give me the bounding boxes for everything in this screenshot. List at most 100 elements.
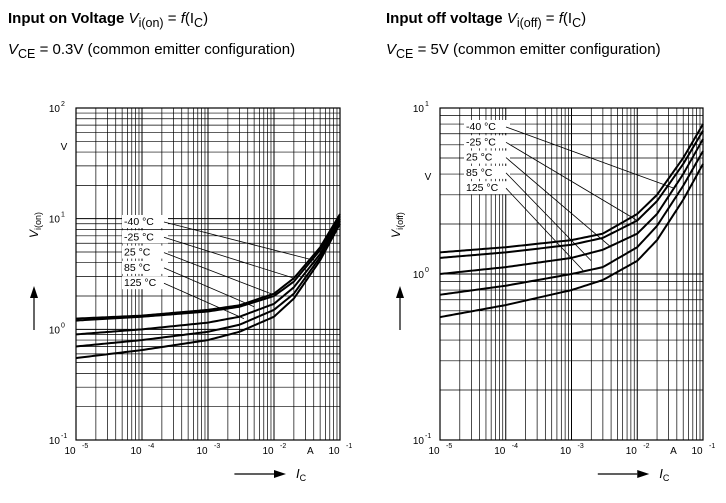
legend-label: 85 °C xyxy=(124,262,151,274)
y-tick-exponent: 0 xyxy=(61,322,65,329)
x-unit-label: A xyxy=(307,446,314,457)
x-axis-symbol: I xyxy=(296,466,300,481)
x-tick-label: 10 xyxy=(494,446,506,457)
title-arg-sub: C xyxy=(194,16,204,30)
cond-symbol: V xyxy=(8,41,19,58)
x-tick-exponent: -1 xyxy=(709,443,715,450)
y-tick-exponent: 1 xyxy=(425,101,429,108)
x-unit-label: A xyxy=(670,446,677,457)
cond-text: = 5V (common emitter configuration) xyxy=(417,41,661,58)
legend-label: 125 °C xyxy=(124,277,157,289)
legend-label-bg xyxy=(122,215,168,228)
y-tick-label: 10 xyxy=(413,270,425,281)
y-tick-label: 10 xyxy=(413,104,425,115)
y-axis-label: Vi(off) xyxy=(389,212,405,238)
legend-callout-line xyxy=(163,282,245,319)
legend-callout-line xyxy=(163,252,275,296)
y-tick-label: 10 xyxy=(413,436,425,447)
legend-label: -25 °C xyxy=(124,231,154,243)
x-tick-exponent: -5 xyxy=(82,443,88,450)
x-axis-symbol: I xyxy=(659,466,663,481)
y-tick-label: 10 xyxy=(49,325,61,336)
series-line-0 xyxy=(75,213,341,320)
legend-label: 25 °C xyxy=(466,152,493,164)
x-tick-exponent: -5 xyxy=(446,443,452,450)
title-symbol-sub: i(off) xyxy=(516,16,542,30)
y-tick-exponent: 1 xyxy=(61,212,65,219)
title-function: f xyxy=(180,10,185,27)
title-arg: (I xyxy=(562,10,573,27)
y-tick-label: 10 xyxy=(49,104,61,115)
title-arg: (I xyxy=(184,10,195,27)
x-tick-exponent: -4 xyxy=(148,443,154,450)
title-equals: = xyxy=(167,10,181,27)
y-tick-exponent: -1 xyxy=(425,433,431,440)
title-symbol-sub: i(on) xyxy=(138,16,164,30)
series-line-4 xyxy=(439,163,704,319)
x-tick-label: 10 xyxy=(64,446,76,457)
y-axis-arrowhead xyxy=(396,286,404,298)
x-tick-label: 10 xyxy=(626,446,638,457)
legend-label-bg xyxy=(464,165,510,179)
legend-label-bg xyxy=(122,260,168,274)
x-tick-label: 10 xyxy=(262,446,274,457)
title-symbol: V xyxy=(506,10,517,27)
legend-label-bg xyxy=(122,276,168,290)
x-tick-label: 10 xyxy=(428,446,440,457)
y-tick-exponent: 2 xyxy=(61,101,65,108)
x-axis-label: IC xyxy=(296,466,307,483)
title-bold: Input off voltage xyxy=(386,10,503,27)
x-axis-symbol-sub: C xyxy=(663,473,670,483)
legend-callout-line xyxy=(163,236,294,279)
legend-callout-line xyxy=(163,267,255,308)
series-line-3 xyxy=(439,150,704,296)
legend-label: 25 °C xyxy=(124,247,151,259)
chart-title-right: Input off voltage Vi(off) = f(IC) xyxy=(386,10,586,30)
x-tick-label: 10 xyxy=(328,446,340,457)
cond-symbol-sub: CE xyxy=(18,47,36,61)
title-function: f xyxy=(558,10,563,27)
grid xyxy=(75,108,340,441)
legend-label-bg xyxy=(464,135,510,149)
series-line-2 xyxy=(75,218,341,336)
x-axis-arrowhead xyxy=(274,470,286,478)
y-tick-exponent: -1 xyxy=(61,433,67,440)
legend-label-bg xyxy=(464,181,510,195)
y-axis-arrowhead xyxy=(30,286,38,298)
x-tick-label: 10 xyxy=(560,446,572,457)
y-unit-label: V xyxy=(425,172,432,183)
x-tick-label: 10 xyxy=(691,446,703,457)
x-tick-exponent: -2 xyxy=(280,443,286,450)
legend-label-bg xyxy=(122,230,168,244)
series-line-3 xyxy=(75,220,341,348)
title-bold: Input on Voltage xyxy=(8,10,125,27)
x-tick-exponent: -1 xyxy=(346,443,352,450)
x-axis-label: IC xyxy=(659,466,670,483)
y-tick-label: 10 xyxy=(49,215,61,226)
x-tick-exponent: -2 xyxy=(643,443,649,450)
x-tick-label: 10 xyxy=(196,446,208,457)
cond-text: = 0.3V (common emitter configuration) xyxy=(39,41,296,58)
legend-label: -40 °C xyxy=(124,216,154,228)
chart-title-left: Input on Voltage Vi(on) = f(IC) xyxy=(8,10,208,30)
plot-frame xyxy=(75,107,341,441)
title-equals: = xyxy=(545,10,559,27)
title-close: ) xyxy=(203,10,209,27)
legend-label-bg xyxy=(464,150,510,164)
legend-label: -25 °C xyxy=(466,136,496,148)
y-axis-symbol-sub: i(on) xyxy=(33,212,43,230)
x-axis-arrowhead xyxy=(637,470,650,478)
legend-label: 85 °C xyxy=(466,167,493,179)
title-symbol: V xyxy=(128,10,139,27)
series-line-1 xyxy=(75,215,341,322)
legend-label-bg xyxy=(464,120,510,133)
y-tick-label: 10 xyxy=(49,436,61,447)
legend-callout-line xyxy=(505,172,592,262)
cond-symbol-sub: CE xyxy=(396,47,414,61)
legend-callout-line xyxy=(505,157,612,248)
x-tick-exponent: -3 xyxy=(214,443,220,450)
x-tick-exponent: -4 xyxy=(512,443,518,450)
